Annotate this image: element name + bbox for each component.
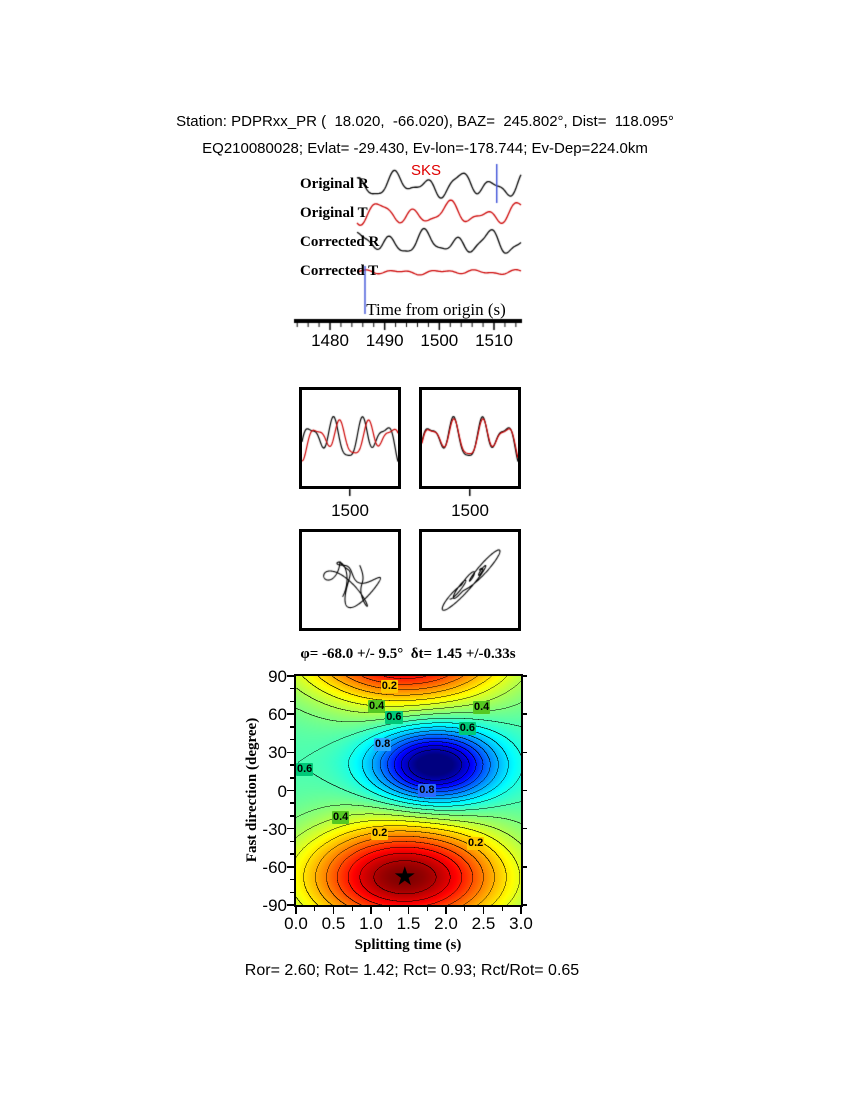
fast-direction-minor-tick bbox=[290, 764, 294, 766]
contour-value-label: 0.6 bbox=[296, 763, 314, 777]
fast-direction-tick-label: -60 bbox=[262, 857, 287, 877]
splitting-time-major-tick bbox=[370, 907, 372, 914]
fast-direction-minor-tick bbox=[290, 878, 294, 881]
contour-value-label: 0.6 bbox=[385, 710, 403, 724]
time-tick-label: 1510 bbox=[475, 331, 513, 350]
trace-label-original-t: Original T bbox=[300, 205, 368, 221]
splitting-time-tick-label: 1.5 bbox=[396, 914, 421, 933]
waveform-pair-corrected-box bbox=[419, 387, 521, 489]
splitting-time-tick-label: 2.5 bbox=[471, 914, 496, 933]
splitting-time-tick-label: 1.0 bbox=[359, 914, 383, 933]
fast-direction-minor-tick bbox=[290, 777, 294, 779]
contour-value-label: 0.4 bbox=[473, 700, 491, 714]
fast-direction-minor-tick bbox=[290, 738, 294, 741]
pair-uncorrected-tick-label: 1500 bbox=[331, 501, 369, 520]
fast-direction-right-tick bbox=[523, 866, 527, 868]
fast-direction-tick-label: 90 bbox=[268, 667, 287, 686]
fast-direction-major-tick bbox=[287, 866, 294, 868]
contour-value-label: 0.4 bbox=[332, 811, 350, 825]
fast-direction-major-tick bbox=[287, 713, 294, 715]
contour-value-label: 0.2 bbox=[380, 680, 399, 694]
fast-direction-tick-label: 60 bbox=[268, 705, 287, 725]
splitting-time-major-tick bbox=[482, 907, 485, 914]
splitting-time-tick-label: 2.0 bbox=[434, 914, 458, 933]
fast-direction-minor-tick bbox=[290, 687, 294, 690]
fast-direction-minor-tick bbox=[290, 700, 294, 703]
splitting-time-major-tick bbox=[445, 907, 447, 914]
waveform-pair-uncorrected-box bbox=[299, 387, 401, 489]
fast-direction-minor-tick bbox=[290, 840, 294, 843]
splitting-time-tick-label: 0.0 bbox=[284, 914, 308, 933]
phase-label-sks: SKS bbox=[411, 162, 442, 179]
splitting-time-major-tick bbox=[295, 907, 297, 914]
energy-ratio-footer: Ror= 2.60; Rot= 1.42; Rct= 0.93; Rct/Rot… bbox=[244, 962, 580, 979]
splitting-time-minor-tick bbox=[426, 907, 428, 911]
splitting-time-minor-tick bbox=[389, 907, 391, 911]
fast-direction-minor-tick bbox=[290, 815, 294, 817]
fast-direction-tick-label: -90 bbox=[262, 896, 287, 915]
splitting-time-tick-label: 0.5 bbox=[321, 914, 346, 933]
fast-direction-right-tick bbox=[523, 751, 527, 754]
fast-direction-minor-tick bbox=[290, 726, 294, 728]
splitting-result-title: φ= -68.0 +/- 9.5° δt= 1.45 +/-0.33s bbox=[300, 646, 516, 662]
time-axis-label: Time from origin (s) bbox=[366, 300, 506, 319]
fast-direction-right-tick bbox=[523, 675, 527, 677]
splitting-time-major-tick bbox=[332, 907, 335, 914]
splitting-time-minor-tick bbox=[314, 907, 316, 911]
contour-value-label: 0.8 bbox=[418, 783, 436, 797]
fast-direction-right-tick bbox=[523, 789, 527, 792]
fast-direction-tick-label: -30 bbox=[262, 819, 287, 839]
splitting-time-minor-tick bbox=[351, 907, 353, 911]
waveform-pair-corrected-canvas bbox=[422, 390, 518, 486]
energy-map-canvas bbox=[296, 676, 521, 905]
fast-direction-right-tick bbox=[523, 827, 527, 830]
contour-value-label: 0.4 bbox=[368, 699, 386, 713]
splitting-time-major-tick bbox=[520, 907, 522, 914]
splitting-time-major-tick bbox=[407, 907, 410, 914]
fast-direction-right-tick bbox=[523, 713, 527, 715]
contour-value-label: 0.8 bbox=[374, 737, 392, 751]
contour-value-label: 0.2 bbox=[467, 836, 485, 850]
fast-direction-major-tick bbox=[287, 675, 294, 677]
waveform-pair-uncorrected-canvas bbox=[302, 390, 398, 486]
event-info-title: EQ210080028; Evlat= -29.430, Ev-lon=-178… bbox=[202, 140, 648, 157]
particle-motion-corrected-canvas bbox=[422, 532, 518, 628]
trace-label-corrected-r: Corrected R bbox=[300, 234, 380, 250]
fast-direction-minor-tick bbox=[290, 802, 294, 804]
fast-direction-right-tick bbox=[523, 904, 527, 906]
trace-label-corrected-t: Corrected T bbox=[300, 263, 379, 279]
splitting-time-minor-tick bbox=[464, 907, 466, 911]
pair-corrected-tick-label: 1500 bbox=[451, 501, 489, 520]
contour-value-label: 0.6 bbox=[458, 722, 477, 736]
particle-motion-original-box bbox=[299, 529, 401, 631]
star-marker-icon: ★ bbox=[393, 861, 417, 891]
time-tick-label: 1480 bbox=[311, 331, 349, 350]
station-info-title: Station: PDPRxx_PR ( 18.020, -66.020), B… bbox=[176, 113, 674, 130]
time-tick-label: 1490 bbox=[365, 331, 404, 350]
fast-direction-tick-label: 0 bbox=[277, 781, 287, 801]
particle-motion-corrected-box bbox=[419, 529, 521, 631]
splitting-time-minor-tick bbox=[501, 907, 503, 911]
fast-direction-major-tick bbox=[287, 789, 294, 792]
fast-direction-major-tick bbox=[287, 751, 294, 754]
particle-motion-original-canvas bbox=[302, 532, 398, 628]
fast-direction-minor-tick bbox=[290, 891, 294, 894]
time-tick-label: 1500 bbox=[420, 331, 459, 350]
contour-value-label: 0.2 bbox=[371, 826, 389, 840]
trace-label-original-r: Original R bbox=[300, 176, 369, 192]
fast-direction-major-tick bbox=[287, 904, 294, 906]
splitting-time-axis-label: Splitting time (s) bbox=[354, 937, 462, 953]
fast-direction-tick-label: 30 bbox=[268, 743, 287, 763]
fast-direction-major-tick bbox=[287, 827, 294, 830]
splitting-time-tick-label: 3.0 bbox=[509, 914, 533, 933]
fast-direction-minor-tick bbox=[290, 853, 294, 855]
